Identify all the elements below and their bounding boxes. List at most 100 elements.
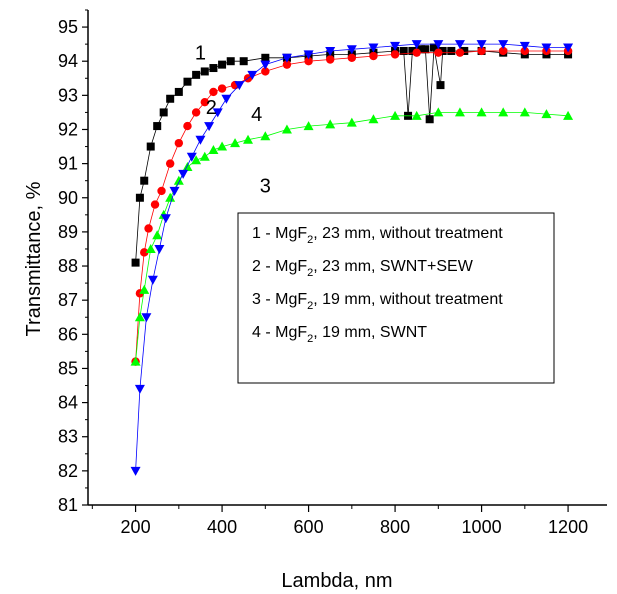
data-point — [218, 60, 227, 69]
data-point — [411, 110, 422, 120]
data-point — [421, 45, 430, 54]
data-point — [154, 244, 165, 254]
data-point — [166, 94, 175, 103]
y-tick-label: 89 — [58, 222, 78, 242]
data-point — [260, 131, 271, 141]
data-point — [192, 70, 201, 79]
data-point — [152, 230, 163, 240]
data-point — [130, 466, 141, 476]
data-point — [234, 81, 245, 91]
y-tick-label: 90 — [58, 188, 78, 208]
data-point — [390, 50, 400, 59]
data-point — [165, 159, 175, 168]
data-point — [140, 248, 149, 257]
data-point — [412, 48, 421, 57]
data-point — [200, 97, 209, 107]
data-point — [130, 356, 141, 366]
data-point — [200, 67, 209, 76]
data-point — [247, 70, 258, 80]
y-tick-label: 92 — [58, 119, 78, 139]
data-point — [157, 186, 166, 196]
data-point — [476, 107, 487, 117]
series-layer — [130, 40, 574, 476]
axes: 200 400 600 800 1000 1200 81 82 83 84 85 86 87 88 89 90… — [58, 9, 607, 537]
data-point — [326, 55, 335, 64]
data-point — [563, 110, 574, 120]
data-point — [436, 81, 445, 90]
curve-label-1: 1 — [195, 43, 206, 65]
data-point — [563, 43, 574, 53]
data-point — [212, 108, 223, 118]
y-tick-label: 81 — [58, 495, 78, 515]
data-point — [165, 192, 176, 202]
x-tick-label: 400 — [207, 517, 237, 537]
data-point — [239, 57, 248, 66]
data-point — [433, 107, 444, 117]
legend-entry-3: 3 - MgF2, 19 mm, without treatment — [252, 291, 503, 312]
data-point — [390, 41, 401, 51]
data-point — [447, 46, 456, 55]
data-point — [303, 50, 314, 60]
series-3 — [130, 107, 574, 366]
data-point — [139, 284, 150, 294]
data-point — [519, 41, 530, 51]
x-tick-label: 1000 — [462, 517, 502, 537]
data-point — [541, 109, 552, 119]
data-point — [498, 40, 509, 50]
data-point — [399, 46, 408, 55]
data-point — [183, 121, 192, 131]
data-point — [411, 40, 422, 50]
data-point — [520, 46, 530, 56]
data-point — [433, 40, 444, 50]
y-tick-label: 84 — [58, 393, 78, 413]
data-point — [160, 214, 171, 224]
data-point — [208, 144, 219, 154]
data-point — [347, 53, 357, 62]
data-point — [281, 53, 292, 63]
data-point — [304, 57, 313, 66]
series-4 — [130, 40, 574, 476]
y-tick-label: 82 — [58, 461, 78, 481]
data-point — [186, 152, 197, 162]
data-point — [135, 193, 144, 202]
data-point — [281, 124, 292, 134]
curve-label-2: 2 — [206, 97, 217, 119]
curve-label-4: 4 — [251, 104, 262, 126]
data-point — [145, 243, 156, 253]
data-point — [498, 107, 509, 117]
data-point — [217, 84, 227, 93]
data-point — [460, 46, 469, 55]
data-point — [541, 43, 552, 53]
data-point — [226, 57, 235, 66]
data-point — [455, 48, 465, 57]
data-point — [368, 43, 379, 53]
data-point — [519, 107, 530, 117]
data-point — [150, 200, 160, 209]
data-point — [209, 87, 218, 97]
data-point — [131, 258, 140, 267]
data-point — [134, 384, 145, 394]
data-point — [438, 46, 447, 55]
data-point — [146, 142, 155, 151]
data-point — [209, 64, 218, 73]
data-point — [178, 169, 189, 179]
x-tick-label: 200 — [121, 517, 151, 537]
data-point — [144, 224, 153, 233]
data-point — [417, 45, 426, 54]
data-point — [282, 60, 292, 69]
y-tick-label: 87 — [58, 290, 78, 310]
data-point — [217, 141, 228, 151]
x-axis-title: Lambda, nm — [281, 570, 392, 592]
data-point — [261, 53, 270, 62]
data-point — [174, 87, 183, 96]
y-tick-label: 88 — [58, 256, 78, 276]
data-point — [390, 110, 401, 120]
data-point — [303, 121, 314, 131]
data-point — [261, 67, 270, 76]
data-point — [454, 107, 465, 117]
data-point — [408, 46, 417, 55]
data-point — [183, 77, 192, 86]
legend-entry-1: 1 - MgF2, 23 mm, without treatment — [252, 225, 503, 246]
series-4-line — [135, 43, 569, 471]
legend-box — [237, 212, 555, 384]
